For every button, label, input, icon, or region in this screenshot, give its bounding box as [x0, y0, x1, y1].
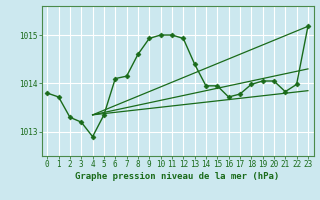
X-axis label: Graphe pression niveau de la mer (hPa): Graphe pression niveau de la mer (hPa) [76, 172, 280, 181]
